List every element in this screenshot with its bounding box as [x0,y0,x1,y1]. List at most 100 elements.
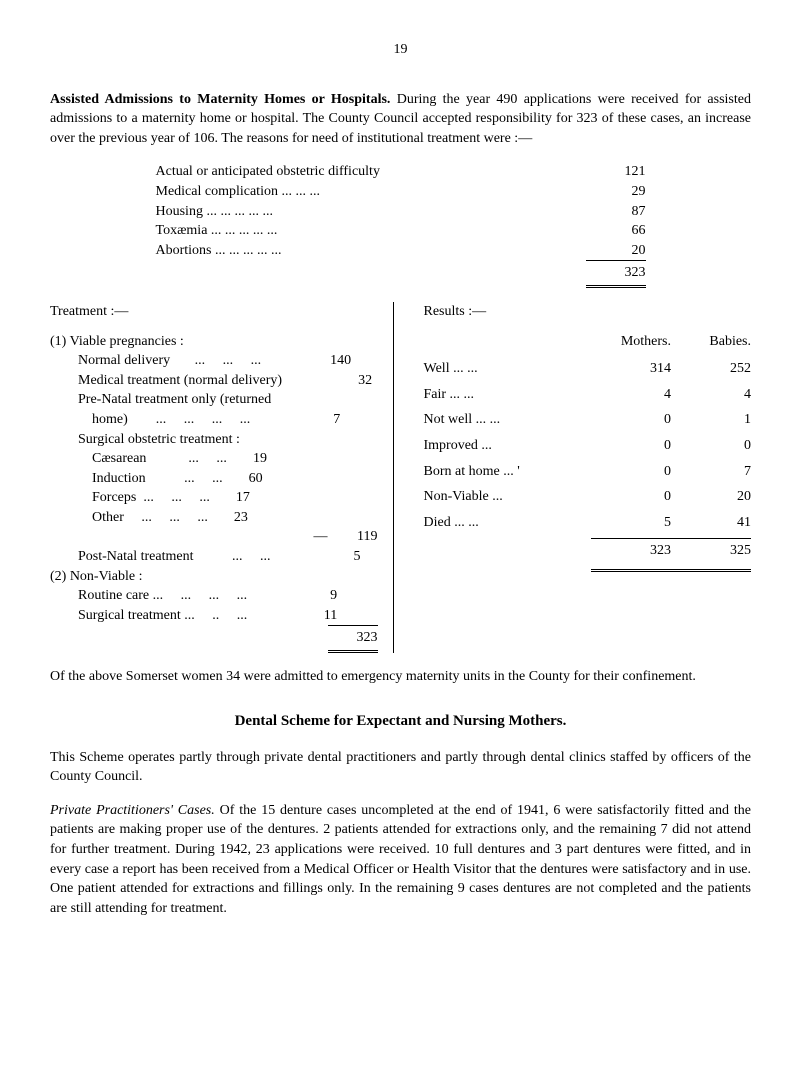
two-column-section: Treatment :— (1) Viable pregnancies : No… [50,302,751,653]
treatment-row: Induction ... ... 60 [50,469,378,489]
treatment-label: Routine care ... ... ... ... [50,586,247,606]
reason-row: Toxæmia ... ... ... ... ... 66 [156,221,646,241]
results-babies: 4 [671,385,751,405]
reason-label: Toxæmia ... ... ... ... ... [156,221,586,241]
reasons-double-rule [586,285,646,288]
results-row: Improved ... 0 0 [424,436,752,456]
reason-value: 29 [586,182,646,202]
results-mothers: 0 [591,410,671,430]
treatment-row: Normal delivery ... ... ... 140 [50,351,378,371]
treatment-row: Routine care ... ... ... ... 9 [50,586,378,606]
results-header-mothers: Mothers. [591,332,671,352]
reason-label: Abortions ... ... ... ... ... [156,241,586,261]
treatment-row: Forceps ... ... ... 17 [50,488,378,508]
treatment-value: 7 [290,410,340,430]
results-mothers: 0 [591,487,671,507]
treatment-value: 9 [287,586,337,606]
treatment-value: 32 [322,371,372,391]
reason-value: 66 [586,221,646,241]
results-column: Results :— Mothers. Babies. Well ... ...… [414,302,752,653]
results-babies: 0 [671,436,751,456]
results-babies: 41 [671,513,751,533]
results-total-row: 323 325 [424,538,752,561]
treatment-label: Post-Natal treatment ... ... [50,547,270,567]
treatment-value: 11 [287,606,337,626]
results-row: Born at home ... ' 0 7 [424,462,752,482]
treatment-sub-value: 23 [208,508,248,528]
reasons-total: 323 [586,260,646,283]
treatment-label: Pre-Natal treatment only (returned [50,390,271,410]
results-row: Died ... ... 5 41 [424,513,752,533]
results-mothers: 314 [591,359,671,379]
results-label: Non-Viable ... [424,487,592,507]
results-header-babies: Babies. [671,332,751,352]
treatment-row: Pre-Natal treatment only (returned [50,390,378,410]
treatment-sub-value: 60 [223,469,263,489]
reason-label: Actual or anticipated obstetric difficul… [156,162,586,182]
treatment-sub-value: 17 [210,488,250,508]
results-mothers: 0 [591,436,671,456]
treatment-label: Normal delivery ... ... ... [50,351,261,371]
treatment-row: Other ... ... ... 23 [50,508,378,528]
reason-row: Actual or anticipated obstetric difficul… [156,162,646,182]
results-heading: Results :— [424,302,752,322]
results-label: Improved ... [424,436,592,456]
treatment-value: 140 [301,351,351,371]
treatment-row: Surgical treatment ... .. ... 11 [50,606,378,626]
results-table: Mothers. Babies. Well ... ... 314 252 Fa… [424,332,752,575]
treatment-sub-value: 19 [227,449,267,469]
results-header-row: Mothers. Babies. [424,332,752,352]
treatment-value: 119 [328,527,378,547]
treatment-label: Surgical obstetric treatment : [50,430,240,450]
results-babies: 7 [671,462,751,482]
results-mothers: 0 [591,462,671,482]
intro-paragraph: Assisted Admissions to Maternity Homes o… [50,90,751,149]
treatment-label: Induction ... ... [50,469,223,489]
results-row: Well ... ... 314 252 [424,359,752,379]
note-after-columns: Of the above Somerset women 34 were admi… [50,667,751,687]
treatment-row: Post-Natal treatment ... ... 5 [50,547,378,567]
intro-lead: Assisted Admissions to Maternity Homes o… [50,92,390,107]
dental-p2-lead: Private Practitioners' Cases. [50,803,215,818]
dental-heading: Dental Scheme for Expectant and Nursing … [50,711,751,732]
results-label: Died ... ... [424,513,592,533]
treatment-row: Medical treatment (normal delivery) 32 [50,371,378,391]
treatment-row: — 119 [50,527,378,547]
results-row: Non-Viable ... 0 20 [424,487,752,507]
treatment-label: home) ... ... ... ... [50,410,250,430]
reasons-list: Actual or anticipated obstetric difficul… [156,162,646,288]
results-total-spacer [424,538,592,561]
treatment-row: Surgical obstetric treatment : [50,430,378,450]
treatment-total: 323 [328,625,378,648]
reason-label: Housing ... ... ... ... ... [156,202,586,222]
results-mothers: 5 [591,513,671,533]
results-label: Fair ... ... [424,385,592,405]
results-label: Not well ... ... [424,410,592,430]
reason-row: Abortions ... ... ... ... ... 20 [156,241,646,261]
treatment-double-rule [328,650,378,653]
treatment-row: home) ... ... ... ... 7 [50,410,378,430]
dental-paragraph-2: Private Practitioners' Cases. Of the 15 … [50,801,751,919]
reason-row: Housing ... ... ... ... ... 87 [156,202,646,222]
treatment-row: Cæsarean ... ... 19 [50,449,378,469]
dental-paragraph-1: This Scheme operates partly through priv… [50,748,751,787]
page-number: 19 [50,40,751,60]
treatment-label: Forceps ... ... ... [50,488,210,508]
reason-label: Medical complication ... ... ... [156,182,586,202]
results-mothers: 4 [591,385,671,405]
results-double-rule [424,567,752,575]
results-babies: 20 [671,487,751,507]
results-label: Born at home ... ' [424,462,592,482]
treatment-value: 5 [310,547,360,567]
reason-row: Medical complication ... ... ... 29 [156,182,646,202]
results-babies: 252 [671,359,751,379]
treatment-heading: Treatment :— [50,302,378,322]
dental-p2-rest: Of the 15 denture cases uncompleted at t… [50,803,751,916]
treatment-label: Surgical treatment ... .. ... [50,606,247,626]
results-row: Fair ... ... 4 4 [424,385,752,405]
treatment-label: Medical treatment (normal delivery) [50,371,282,391]
reason-value: 121 [586,162,646,182]
results-babies: 1 [671,410,751,430]
reason-value: 20 [586,241,646,261]
results-row: Not well ... ... 0 1 [424,410,752,430]
